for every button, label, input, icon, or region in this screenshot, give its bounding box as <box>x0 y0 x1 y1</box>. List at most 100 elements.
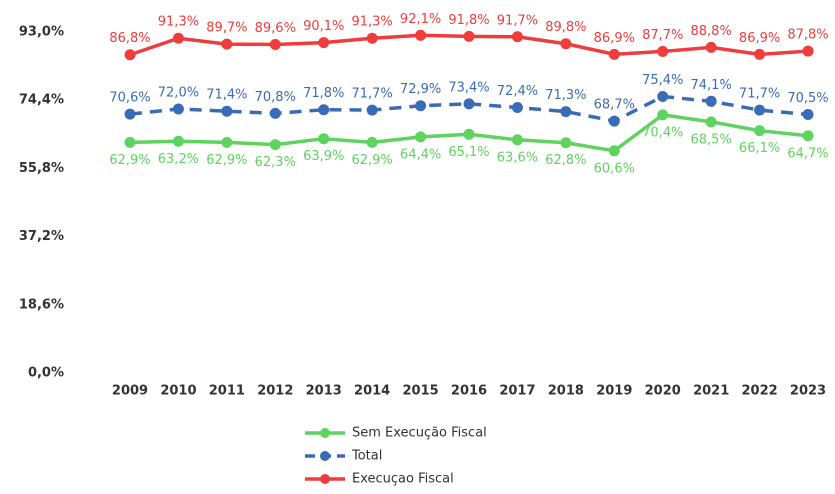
point <box>366 104 378 116</box>
data-label: 91,3% <box>351 15 392 30</box>
data-label: 87,8% <box>787 28 828 43</box>
data-label: 65,1% <box>448 145 489 160</box>
data-label: 91,7% <box>497 13 538 28</box>
point <box>415 29 427 41</box>
point <box>463 128 475 140</box>
data-label: 62,8% <box>545 153 586 168</box>
point <box>560 106 572 118</box>
data-label: 72,0% <box>158 86 199 101</box>
point <box>802 45 814 57</box>
data-label: 71,8% <box>303 86 344 101</box>
x-tick-label: 2020 <box>645 384 681 399</box>
data-label: 62,3% <box>255 155 296 170</box>
data-label: 72,4% <box>497 84 538 99</box>
x-tick-label: 2014 <box>354 384 390 399</box>
y-tick-label: 18,6% <box>19 297 64 312</box>
data-label: 91,8% <box>448 13 489 28</box>
point <box>754 104 766 116</box>
point <box>657 45 669 57</box>
legend-marker <box>320 474 330 484</box>
point <box>172 103 184 115</box>
point <box>463 98 475 110</box>
point <box>124 136 136 148</box>
data-label: 68,7% <box>594 98 635 113</box>
data-label: 63,9% <box>303 149 344 164</box>
point <box>608 115 620 127</box>
data-label: 70,8% <box>255 90 296 105</box>
data-label: 62,9% <box>206 153 247 168</box>
legend-label: Execuçao Fiscal <box>352 472 454 487</box>
x-tick-label: 2022 <box>741 384 777 399</box>
point <box>221 38 233 50</box>
x-tick-label: 2017 <box>499 384 535 399</box>
data-label: 62,9% <box>109 153 150 168</box>
point <box>608 145 620 157</box>
point <box>560 38 572 50</box>
point <box>608 48 620 60</box>
point <box>221 136 233 148</box>
x-tick-label: 2010 <box>160 384 196 399</box>
x-tick-label: 2009 <box>112 384 148 399</box>
data-label: 63,2% <box>158 152 199 167</box>
x-tick-label: 2015 <box>402 384 438 399</box>
point <box>415 100 427 112</box>
data-label: 75,4% <box>642 73 683 88</box>
point <box>318 104 330 116</box>
data-label: 92,1% <box>400 12 441 27</box>
point <box>754 48 766 60</box>
data-label: 90,1% <box>303 19 344 34</box>
data-label: 60,6% <box>594 161 635 176</box>
data-label: 66,1% <box>739 141 780 156</box>
data-label: 68,5% <box>691 132 732 147</box>
legend-marker <box>320 428 330 438</box>
point <box>802 130 814 142</box>
point <box>318 37 330 49</box>
data-label: 64,4% <box>400 147 441 162</box>
point <box>366 32 378 44</box>
point <box>318 133 330 145</box>
data-label: 72,9% <box>400 82 441 97</box>
point <box>172 32 184 44</box>
y-tick-label: 55,8% <box>19 161 64 176</box>
point <box>705 95 717 107</box>
point <box>511 102 523 114</box>
data-label: 71,7% <box>739 87 780 102</box>
point <box>657 91 669 103</box>
data-label: 71,3% <box>545 88 586 103</box>
data-label: 89,8% <box>545 20 586 35</box>
y-tick-label: 0,0% <box>28 366 64 381</box>
point <box>802 109 814 120</box>
data-label: 74,1% <box>691 78 732 93</box>
x-tick-label: 2023 <box>790 384 826 399</box>
legend-marker <box>320 451 330 461</box>
data-label: 70,4% <box>642 125 683 140</box>
data-label: 70,6% <box>109 91 150 106</box>
data-label: 89,6% <box>255 21 296 36</box>
data-label: 91,3% <box>158 15 199 30</box>
data-label: 86,9% <box>739 31 780 46</box>
point <box>511 31 523 43</box>
data-label: 64,7% <box>787 146 828 161</box>
data-label: 86,8% <box>109 31 150 46</box>
point <box>221 105 233 117</box>
data-label: 86,9% <box>594 31 635 46</box>
data-label: 73,4% <box>448 80 489 95</box>
legend-label: Total <box>351 449 382 464</box>
x-tick-label: 2011 <box>209 384 245 399</box>
point <box>124 108 136 120</box>
point <box>269 107 281 119</box>
data-label: 71,4% <box>206 88 247 103</box>
point <box>269 38 281 50</box>
x-tick-label: 2021 <box>693 384 729 399</box>
data-label: 71,7% <box>351 87 392 102</box>
data-label: 63,6% <box>497 150 538 165</box>
data-label: 70,5% <box>787 91 828 106</box>
x-tick-label: 2016 <box>451 384 487 399</box>
x-tick-label: 2012 <box>257 384 293 399</box>
point <box>511 134 523 146</box>
point <box>366 136 378 148</box>
x-tick-label: 2019 <box>596 384 632 399</box>
point <box>269 139 281 151</box>
y-tick-label: 37,2% <box>19 229 64 244</box>
